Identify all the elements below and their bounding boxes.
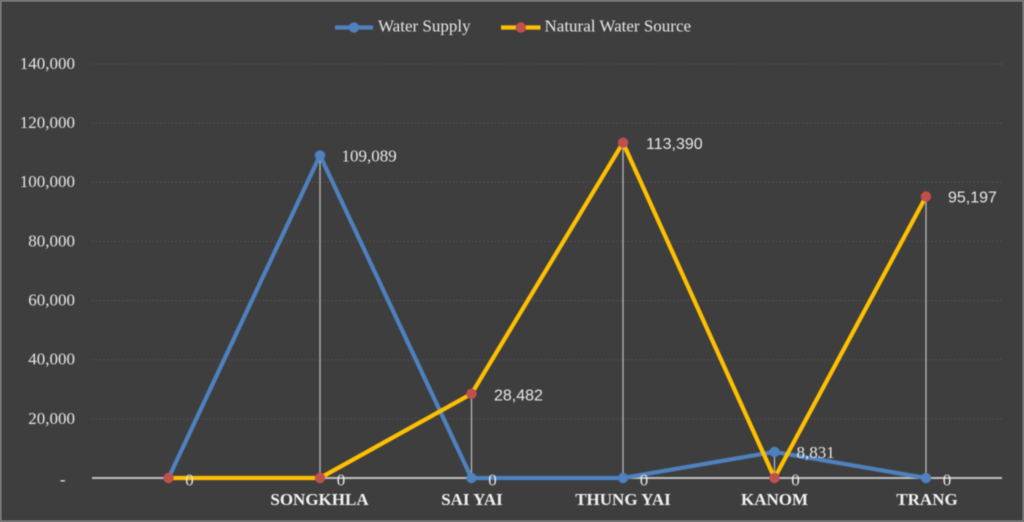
svg-text:80,000: 80,000 <box>28 231 75 250</box>
svg-text:THUNG YAI: THUNG YAI <box>575 490 671 509</box>
svg-text:20,000: 20,000 <box>28 409 75 428</box>
svg-text:SONGKHLA: SONGKHLA <box>270 490 369 509</box>
svg-text:8,831: 8,831 <box>797 443 835 462</box>
svg-text:109,089: 109,089 <box>342 147 397 166</box>
svg-text:-: - <box>60 470 66 489</box>
svg-text:113,390: 113,390 <box>646 136 703 153</box>
svg-text:Water Supply: Water Supply <box>378 17 471 36</box>
svg-text:60,000: 60,000 <box>28 291 75 310</box>
svg-text:Natural Water Source: Natural Water Source <box>545 17 692 36</box>
svg-text:95,197: 95,197 <box>948 189 997 206</box>
svg-text:0: 0 <box>640 470 649 489</box>
svg-text:0: 0 <box>791 470 800 489</box>
svg-text:40,000: 40,000 <box>28 350 75 369</box>
svg-text:140,000: 140,000 <box>20 54 75 73</box>
svg-text:0: 0 <box>488 470 497 489</box>
svg-text:0: 0 <box>337 470 346 489</box>
svg-text:0: 0 <box>185 470 194 489</box>
svg-text:SAI YAI: SAI YAI <box>441 490 503 509</box>
svg-text:28,482: 28,482 <box>494 387 543 404</box>
svg-text:120,000: 120,000 <box>20 113 75 132</box>
svg-text:0: 0 <box>943 470 952 489</box>
svg-text:TRANG: TRANG <box>896 490 957 509</box>
svg-text:KANOM: KANOM <box>741 490 808 509</box>
svg-text:100,000: 100,000 <box>20 172 75 191</box>
